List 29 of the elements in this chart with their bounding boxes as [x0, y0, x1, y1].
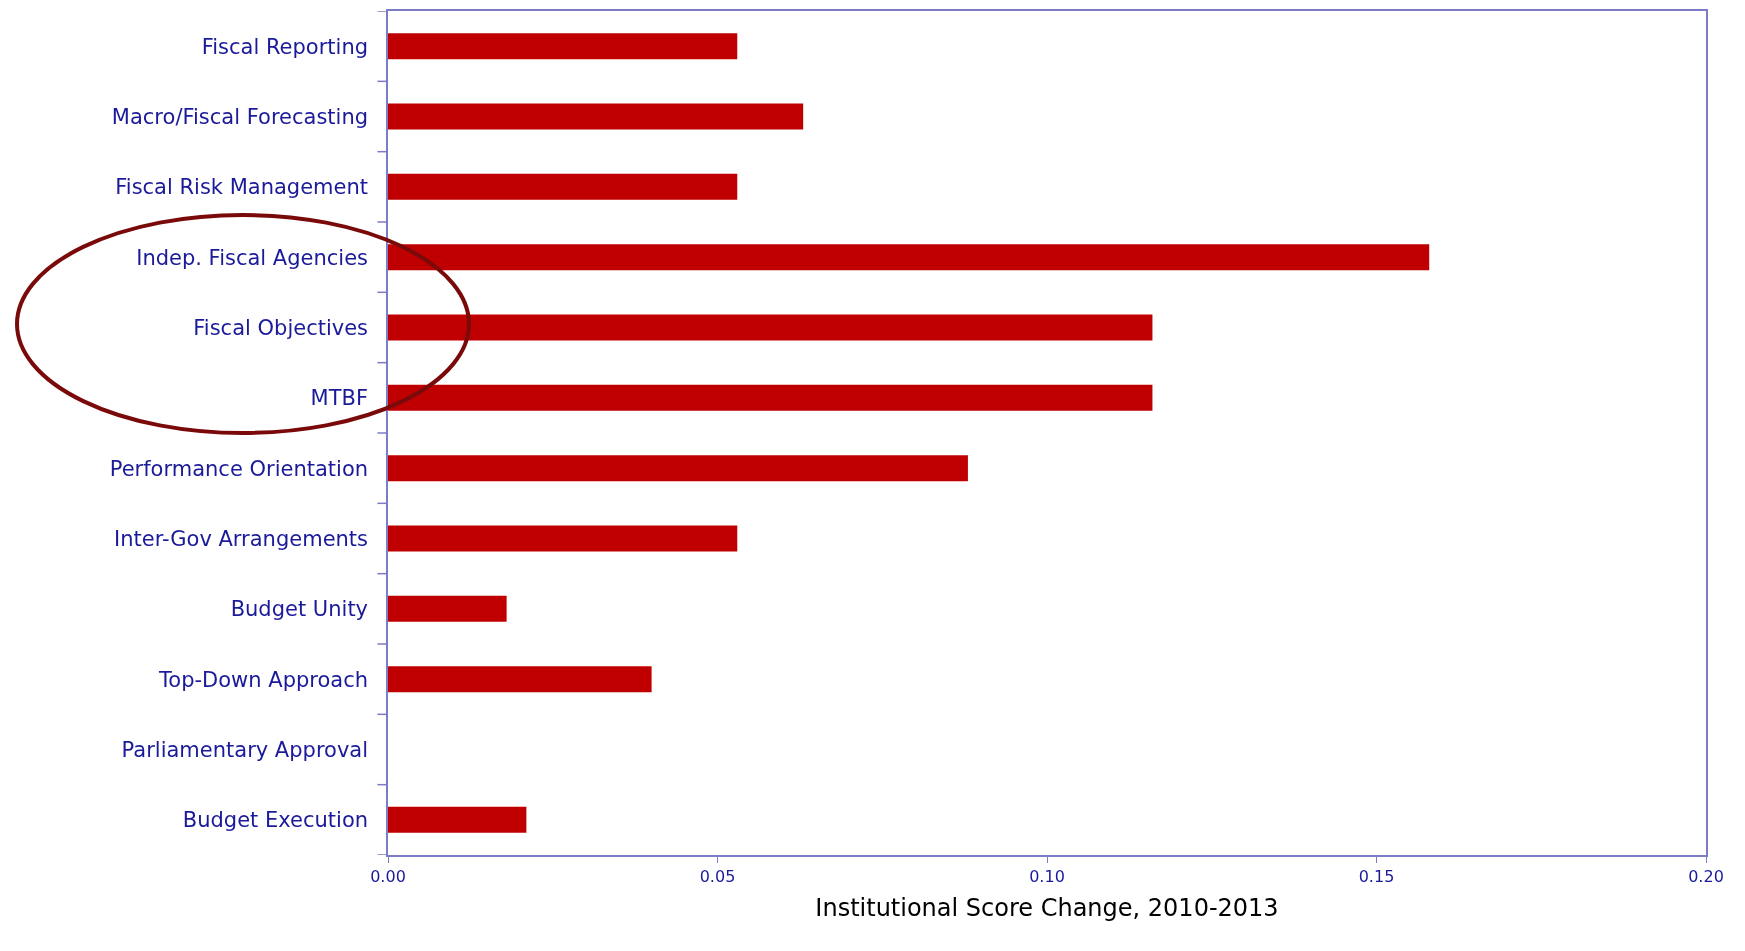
- y-tick-label: Budget Unity: [230, 597, 369, 622]
- bar: [388, 666, 652, 693]
- y-tick-label: Indep. Fiscal Agencies: [136, 245, 369, 270]
- bar: [388, 33, 738, 60]
- y-tick-label: Parliamentary Approval: [121, 737, 369, 762]
- bar: [388, 384, 1153, 411]
- y-tick-label: Fiscal Objectives: [193, 315, 369, 340]
- x-axis-title: Institutional Score Change, 2010-2013: [815, 893, 1279, 922]
- bar: [388, 103, 804, 130]
- x-tick-label: 0.15: [1358, 866, 1395, 886]
- x-tick-label: 0.20: [1688, 866, 1724, 886]
- bar: [388, 525, 738, 552]
- bar: [388, 244, 1430, 271]
- y-tick-label: Budget Execution: [182, 808, 369, 833]
- y-tick-label: MTBF: [310, 386, 369, 411]
- bar: [388, 173, 738, 200]
- y-tick-label: Top-Down Approach: [158, 667, 369, 692]
- bar: [388, 455, 968, 482]
- y-tick-label: Performance Orientation: [109, 456, 369, 481]
- y-tick-label: Fiscal Reporting: [201, 34, 369, 59]
- y-tick-label: Fiscal Risk Management: [115, 175, 369, 200]
- x-tick-label: 0.05: [699, 866, 736, 886]
- bar: [388, 314, 1153, 341]
- bar: [388, 806, 527, 833]
- y-tick-label: Macro/Fiscal Forecasting: [111, 104, 369, 129]
- bar: [388, 595, 507, 622]
- x-tick-label: 0.10: [1029, 866, 1065, 886]
- y-tick-label: Inter-Gov Arrangements: [113, 526, 369, 551]
- x-tick-label: 0.00: [370, 866, 406, 886]
